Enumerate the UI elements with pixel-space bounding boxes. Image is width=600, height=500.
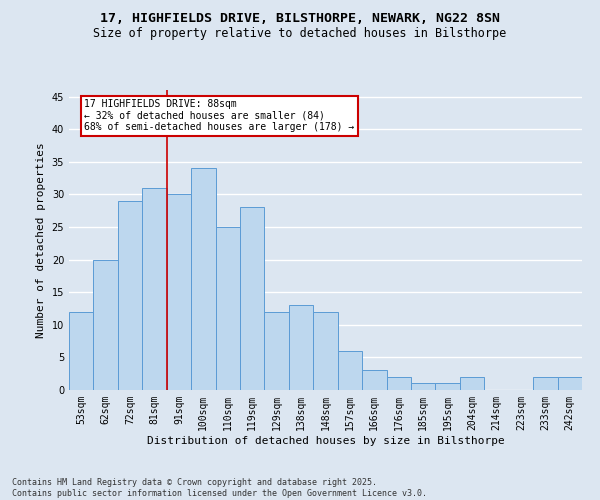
Bar xyxy=(265,312,289,390)
Bar xyxy=(362,370,386,390)
Text: 17 HIGHFIELDS DRIVE: 88sqm
← 32% of detached houses are smaller (84)
68% of semi: 17 HIGHFIELDS DRIVE: 88sqm ← 32% of deta… xyxy=(85,99,355,132)
Bar xyxy=(118,201,142,390)
Bar xyxy=(289,305,313,390)
Bar xyxy=(191,168,215,390)
Bar xyxy=(557,377,582,390)
Bar xyxy=(386,377,411,390)
Bar xyxy=(69,312,94,390)
Text: Contains HM Land Registry data © Crown copyright and database right 2025.
Contai: Contains HM Land Registry data © Crown c… xyxy=(12,478,427,498)
X-axis label: Distribution of detached houses by size in Bilsthorpe: Distribution of detached houses by size … xyxy=(146,436,505,446)
Bar xyxy=(460,377,484,390)
Bar xyxy=(167,194,191,390)
Bar xyxy=(240,208,265,390)
Bar xyxy=(436,384,460,390)
Text: Size of property relative to detached houses in Bilsthorpe: Size of property relative to detached ho… xyxy=(94,28,506,40)
Bar xyxy=(142,188,167,390)
Y-axis label: Number of detached properties: Number of detached properties xyxy=(36,142,46,338)
Bar xyxy=(313,312,338,390)
Bar xyxy=(215,227,240,390)
Bar xyxy=(94,260,118,390)
Bar xyxy=(411,384,436,390)
Bar xyxy=(338,351,362,390)
Text: 17, HIGHFIELDS DRIVE, BILSTHORPE, NEWARK, NG22 8SN: 17, HIGHFIELDS DRIVE, BILSTHORPE, NEWARK… xyxy=(100,12,500,26)
Bar xyxy=(533,377,557,390)
